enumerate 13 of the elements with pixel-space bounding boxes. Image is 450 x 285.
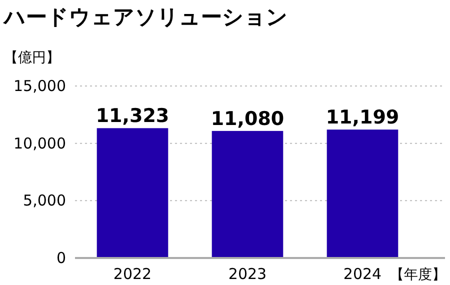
y-tick-label: 15,000 [14,77,66,95]
y-tick-label: 5,000 [23,192,66,210]
x-tick-label: 2022 [113,265,152,283]
x-tick-label: 2024 [343,265,382,283]
data-label: 11,323 [96,105,170,128]
y-axis-title: 【億円】 [4,50,60,66]
y-tick-label: 10,000 [14,134,66,152]
y-tick-label: 0 [56,249,66,267]
data-label: 11,199 [326,106,400,129]
chart-title: ハードウェアソリューション [2,5,288,29]
data-label: 11,080 [210,108,284,130]
x-tick-label: 2023 [228,265,267,283]
x-axis-title: 【年度】 [390,267,446,283]
